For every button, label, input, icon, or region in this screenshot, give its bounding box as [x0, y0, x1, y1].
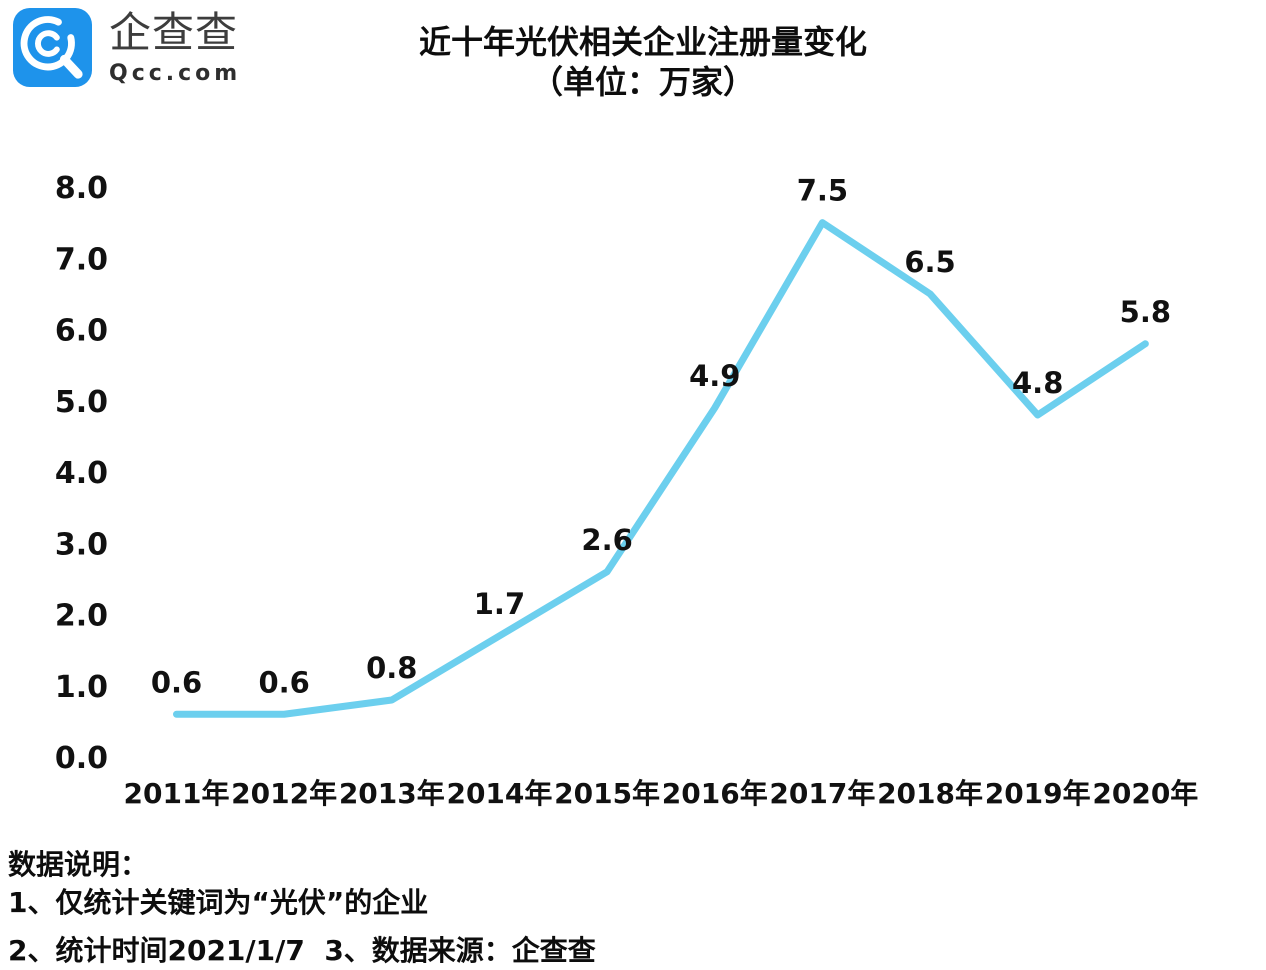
- data-point-label: 1.7: [474, 587, 525, 621]
- data-point-label: 4.8: [1012, 366, 1063, 400]
- data-point-label: 4.9: [689, 359, 740, 393]
- note-line-2: 2、统计时间2021/1/7 3、数据来源：企查查: [8, 934, 596, 967]
- y-axis-tick: 0.0: [55, 741, 108, 776]
- data-point-label: 2.6: [581, 523, 632, 557]
- y-axis-tick: 4.0: [55, 456, 108, 491]
- y-axis-tick: 3.0: [55, 527, 108, 562]
- data-point-label: 6.5: [904, 245, 955, 279]
- y-axis-tick: 2.0: [55, 599, 108, 634]
- chart-title-line1: 近十年光伏相关企业注册量变化: [418, 23, 867, 61]
- y-axis-tick: 8.0: [55, 171, 108, 206]
- data-point-label: 0.6: [151, 665, 202, 699]
- notes-heading: 数据说明：: [8, 848, 149, 881]
- x-axis-label: 2013年: [339, 777, 445, 810]
- chart-title-line2: （单位：万家）: [530, 63, 755, 101]
- y-axis-tick: 1.0: [55, 670, 108, 705]
- x-axis-label: 2015年: [554, 777, 660, 810]
- y-axis-tick: 7.0: [55, 242, 108, 277]
- x-axis-label: 2017年: [769, 777, 875, 810]
- y-axis-tick: 5.0: [55, 385, 108, 420]
- chart-title: 近十年光伏相关企业注册量变化 （单位：万家）: [10, 22, 1266, 102]
- note-line-1: 1、仅统计关键词为“光伏”的企业: [8, 886, 429, 919]
- data-point-label: 0.8: [366, 651, 417, 685]
- x-axis-label: 2011年: [124, 777, 230, 810]
- x-axis-label: 2016年: [662, 777, 768, 810]
- x-axis-label: 2012年: [231, 777, 337, 810]
- data-point-label: 7.5: [797, 174, 848, 208]
- brand-name: 企查查: [109, 8, 239, 57]
- x-axis-label: 2019年: [985, 777, 1091, 810]
- x-axis-label: 2020年: [1092, 777, 1198, 810]
- y-axis-tick: 6.0: [55, 314, 108, 349]
- qcc-logo: 企查查 Qcc.com: [13, 8, 241, 87]
- registration-data-line: [173, 219, 1149, 718]
- brand-text: 企查查 Qcc.com: [109, 8, 241, 86]
- data-point-label: 5.8: [1120, 295, 1171, 329]
- brand-domain: Qcc.com: [109, 61, 242, 86]
- x-axis-label: 2018年: [877, 777, 983, 810]
- x-axis-label: 2014年: [446, 777, 552, 810]
- qcc-magnifier-icon: [13, 8, 92, 87]
- data-point-label: 0.6: [258, 665, 309, 699]
